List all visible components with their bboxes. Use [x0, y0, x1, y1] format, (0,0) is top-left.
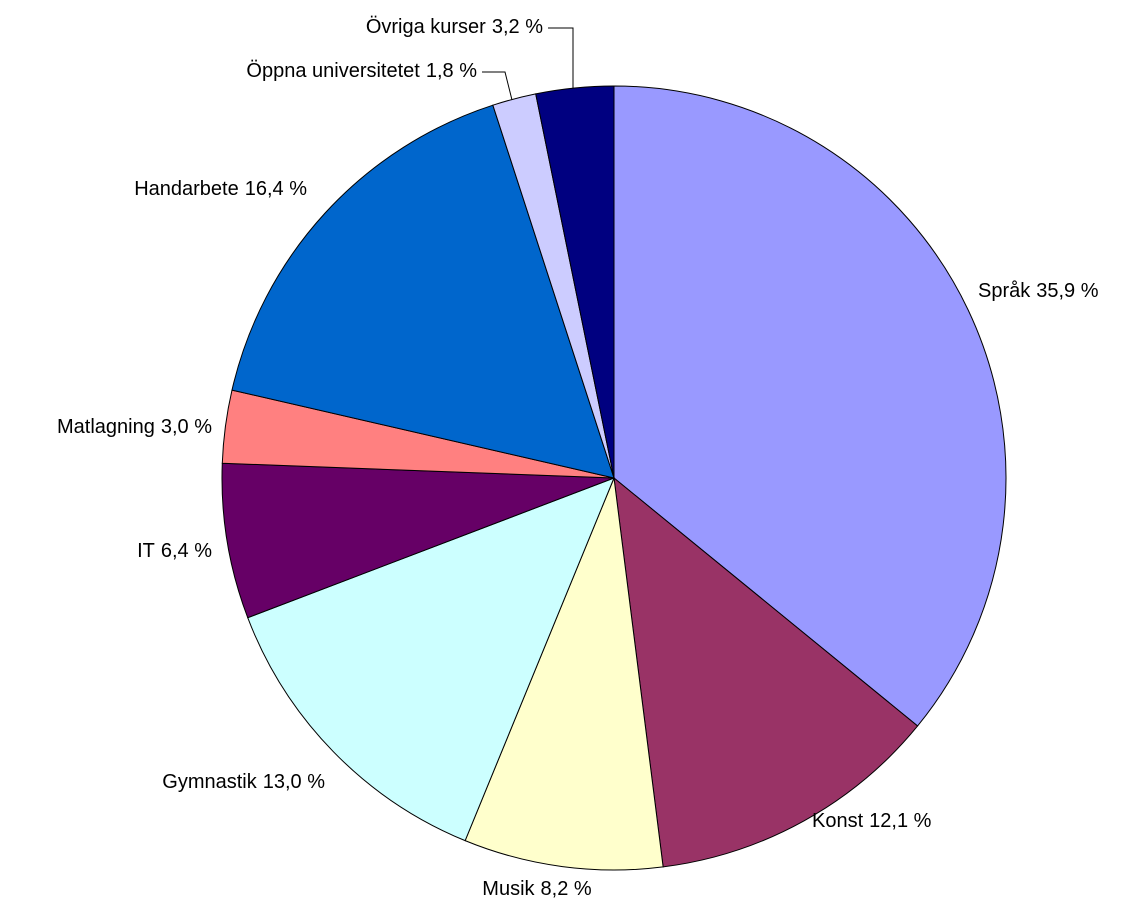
- slice-category: IT: [137, 540, 155, 562]
- slice-label: Övriga kurser 3,2 %: [366, 16, 543, 38]
- slice-value: 35,9 %: [1036, 280, 1098, 302]
- slice-value: 8,2 %: [541, 878, 592, 900]
- slice-value: 3,0 %: [161, 416, 212, 438]
- slice-category: Övriga kurser: [366, 16, 486, 38]
- slice-value: 6,4 %: [161, 540, 212, 562]
- slice-category: Musik: [482, 878, 535, 900]
- slice-value: 3,2 %: [492, 16, 543, 38]
- pie-slice: [535, 85, 615, 479]
- pie-slice: [464, 476, 664, 871]
- pie-slice: [247, 477, 615, 842]
- slice-label: Gymnastik 13,0 %: [162, 771, 325, 793]
- slice-label: IT 6,4 %: [137, 540, 212, 562]
- slice-label: Öppna universitetet 1,8 %: [246, 60, 477, 82]
- slice-category: Språk: [978, 280, 1031, 302]
- slice-category: Matlagning: [57, 416, 155, 438]
- pie-slice: [231, 104, 615, 479]
- leader-line: [482, 71, 513, 101]
- slice-category: Konst: [812, 810, 864, 832]
- slice-label: Musik 8,2 %: [482, 878, 592, 900]
- slice-category: Öppna universitetet: [246, 60, 420, 82]
- pie-slice: [613, 85, 1007, 727]
- slice-value: 16,4 %: [245, 178, 307, 200]
- slice-value: 1,8 %: [426, 60, 477, 82]
- leader-line: [548, 27, 574, 88]
- pie-slice: [221, 462, 615, 619]
- slice-value: 13,0 %: [263, 771, 325, 793]
- pie-slice: [613, 476, 919, 868]
- slice-label: Handarbete 16,4 %: [134, 178, 307, 200]
- slice-category: Gymnastik: [162, 771, 257, 793]
- slice-category: Handarbete: [134, 178, 239, 200]
- slice-label: Konst 12,1 %: [812, 810, 932, 832]
- slice-value: 12,1 %: [869, 810, 931, 832]
- slice-label: Språk 35,9 %: [978, 280, 1099, 302]
- slice-label: Matlagning 3,0 %: [57, 416, 212, 438]
